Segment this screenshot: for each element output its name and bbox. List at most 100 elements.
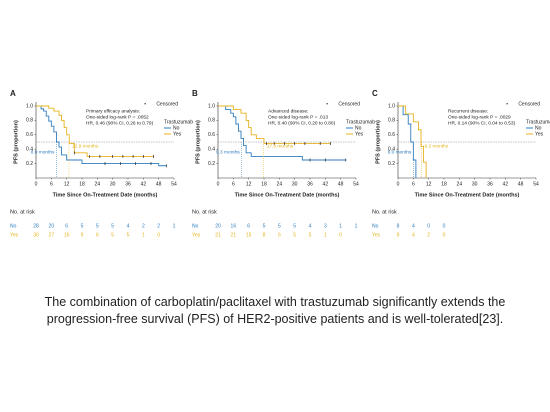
x-tick-label: 0 <box>397 181 400 187</box>
x-tick-label: 48 <box>338 181 344 187</box>
x-tick-label: 30 <box>292 181 298 187</box>
y-tick-label: 0.4 <box>388 147 395 153</box>
at-risk-value: 2 <box>142 223 145 229</box>
y-tick-label: 0.6 <box>208 132 215 138</box>
at-risk-row-name: Yes <box>372 232 381 238</box>
y-axis-label: PFS (proportion) <box>13 120 19 164</box>
x-tick-label: 6 <box>50 181 53 187</box>
at-risk-value: 5 <box>96 223 99 229</box>
legend-label: No <box>173 125 180 131</box>
panel-label: C <box>372 89 378 98</box>
at-risk-value: 3 <box>324 223 327 229</box>
at-risk-value: 4 <box>412 223 415 229</box>
x-tick-label: 36 <box>487 181 493 187</box>
legend-censored-mark: • <box>506 101 508 107</box>
legend-censored: Censored <box>518 101 540 107</box>
legend-label: Yes <box>173 131 182 137</box>
at-risk-value: 1 <box>339 223 342 229</box>
at-risk-value: 8 <box>397 223 400 229</box>
at-risk-value: 20 <box>49 223 55 229</box>
annotation: Advanced disease: <box>268 108 309 114</box>
x-axis-label: Time Since On-Treatment Date (months) <box>53 192 158 198</box>
at-risk-value: 9 <box>397 232 400 238</box>
at-risk-value: 5 <box>278 223 281 229</box>
legend-censored: Censored <box>338 101 360 107</box>
x-tick-label: 42 <box>503 181 509 187</box>
x-tick-label: 48 <box>156 181 162 187</box>
at-risk-value: 5 <box>111 223 114 229</box>
at-risk-title: No. at risk <box>192 209 217 215</box>
legend-title: Trastuzumab <box>346 119 375 125</box>
x-tick-label: 30 <box>472 181 478 187</box>
at-risk-value: 6 <box>278 232 281 238</box>
x-tick-label: 0 <box>35 181 38 187</box>
at-risk-value: 27 <box>49 232 55 238</box>
x-tick-label: 12 <box>426 181 432 187</box>
y-tick-label: 0.4 <box>208 147 215 153</box>
at-risk-value: 5 <box>127 232 130 238</box>
at-risk-value: 0 <box>339 232 342 238</box>
at-risk-value: 0 <box>427 223 430 229</box>
km-curve <box>36 105 167 167</box>
legend-label: No <box>535 125 542 131</box>
annotation: One-sided log-rank P = .0052 <box>86 114 149 120</box>
annotation: One-sided log-rank P = .013 <box>268 114 328 120</box>
x-tick-label: 24 <box>457 181 463 187</box>
at-risk-value: 16 <box>231 223 237 229</box>
at-risk-value: 4 <box>127 223 130 229</box>
at-risk-value: 6 <box>65 223 68 229</box>
y-tick-label: 1.0 <box>26 103 33 109</box>
median-label: 8.0 months <box>31 149 55 155</box>
at-risk-value: 9 <box>81 232 84 238</box>
at-risk-value: 16 <box>64 232 70 238</box>
y-tick-label: 0.8 <box>208 118 215 124</box>
x-tick-label: 18 <box>441 181 447 187</box>
x-tick-label: 48 <box>518 181 524 187</box>
x-tick-label: 0 <box>217 181 220 187</box>
caption: The combination of carboplatin/paclitaxe… <box>44 295 506 326</box>
legend-title: Trastuzumab <box>164 119 193 125</box>
at-risk-title: No. at risk <box>10 209 35 215</box>
x-tick-label: 18 <box>79 181 85 187</box>
legend-label: Yes <box>535 131 544 137</box>
at-risk-value: 2 <box>157 223 160 229</box>
at-risk-value: 21 <box>231 232 237 238</box>
at-risk-row-name: No <box>372 223 379 229</box>
x-tick-label: 54 <box>533 181 539 187</box>
at-risk-value: 0 <box>443 223 446 229</box>
x-tick-label: 12 <box>246 181 252 187</box>
y-tick-label: 0.8 <box>388 118 395 124</box>
y-tick-label: 0.4 <box>26 147 33 153</box>
at-risk-value: 20 <box>215 223 221 229</box>
at-risk-row-name: Yes <box>192 232 201 238</box>
x-tick-label: 30 <box>110 181 116 187</box>
x-tick-label: 36 <box>125 181 131 187</box>
legend-censored-mark: • <box>326 101 328 107</box>
at-risk-value: 28 <box>33 223 39 229</box>
y-tick-label: 0.2 <box>26 161 33 167</box>
km-curve <box>398 105 427 178</box>
median-label: 17.9 months <box>267 143 294 149</box>
at-risk-value: 0 <box>443 232 446 238</box>
y-tick-label: 1.0 <box>388 103 395 109</box>
annotation: Primary efficacy analysis: <box>86 108 140 114</box>
annotation: HR, 0.40 (90% CI, 0.20 to 0.80) <box>268 120 336 126</box>
at-risk-value: 2 <box>427 232 430 238</box>
x-axis-label: Time Since On-Treatment Date (months) <box>235 192 340 198</box>
annotation: HR, 0.14 (90% CI, 0.04 to 0.53) <box>448 120 516 126</box>
at-risk-value: 21 <box>215 232 221 238</box>
annotation: One-sided log-rank P = .0029 <box>448 114 511 120</box>
y-axis-label: PFS (proportion) <box>195 120 201 164</box>
median-label: 12.9 months <box>72 143 99 149</box>
x-tick-label: 24 <box>95 181 101 187</box>
km-curve <box>218 105 331 144</box>
x-tick-label: 6 <box>232 181 235 187</box>
at-risk-row-name: No <box>10 223 17 229</box>
legend-censored: Censored <box>156 101 178 107</box>
at-risk-title: No. at risk <box>372 209 397 215</box>
annotation: HR, 0.46 (90% CI, 0.26 to 0.79) <box>86 120 154 126</box>
at-risk-value: 1 <box>324 232 327 238</box>
panel-label: B <box>192 89 198 98</box>
at-risk-value: 5 <box>263 223 266 229</box>
legend-label: Yes <box>355 131 364 137</box>
